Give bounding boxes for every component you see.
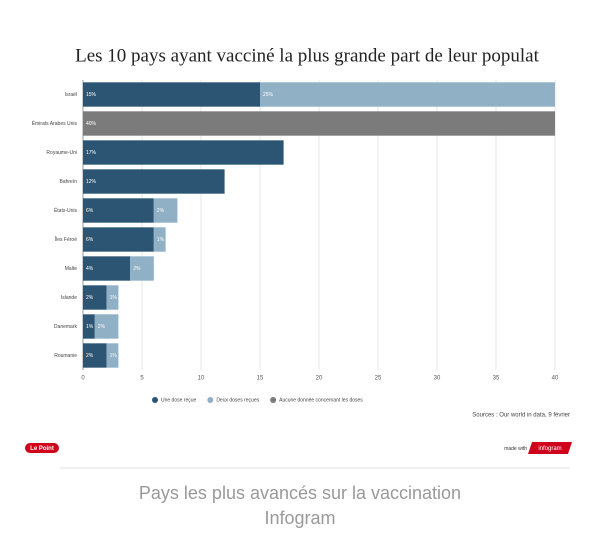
bar-segment	[83, 82, 260, 107]
value-label: 6%	[86, 208, 94, 214]
y-tick-label: Israël	[65, 92, 77, 98]
bar-segment	[83, 169, 225, 194]
x-tick-label: 20	[316, 376, 323, 382]
value-label: 12%	[86, 179, 97, 185]
bar-segment	[94, 314, 119, 339]
legend-marker	[207, 397, 214, 403]
y-tick-label: Bahreïn	[59, 179, 77, 185]
bar-segment	[83, 111, 555, 136]
value-label: 1%	[110, 353, 118, 359]
legend-label: Une dose reçue	[161, 397, 197, 403]
value-label: 25%	[263, 92, 274, 98]
bar-segment	[83, 140, 284, 165]
bar-segment	[106, 285, 119, 310]
value-label: 17%	[86, 150, 97, 156]
x-tick-label: 0	[81, 376, 85, 382]
value-label: 2%	[86, 353, 94, 359]
bar-segment	[153, 227, 166, 252]
bar-segment	[83, 198, 154, 223]
x-tick-label: 40	[552, 376, 559, 382]
x-tick-label: 25	[375, 376, 382, 382]
bar-segment	[83, 256, 131, 281]
value-label: 1%	[86, 324, 94, 330]
source: Sources : Our world in data, 9 février	[472, 413, 570, 419]
bar-segment	[83, 227, 154, 252]
value-label: 15%	[86, 92, 97, 98]
made-with: made with	[504, 446, 527, 452]
value-label: 1%	[157, 237, 165, 243]
value-label: 2%	[86, 295, 94, 301]
badge: Le Point	[30, 446, 54, 452]
y-tick-label: États-Unis	[54, 207, 78, 214]
x-tick-label: 5	[140, 376, 144, 382]
y-tick-label: Danemark	[54, 324, 78, 330]
bar-segment	[83, 314, 95, 339]
brand-bg	[528, 442, 572, 454]
value-label: 6%	[86, 237, 94, 243]
bar-segment	[83, 285, 107, 310]
y-tick-label: Îles Féroé	[54, 236, 77, 243]
legend-label: Aucune donnée concernant les doses	[279, 397, 363, 403]
x-tick-label: 10	[198, 376, 205, 382]
value-label: 4%	[86, 266, 94, 272]
x-tick-label: 30	[434, 376, 441, 382]
x-tick-label: 15	[257, 376, 264, 382]
x-tick-label: 35	[493, 376, 500, 382]
y-tick-label: Roumanie	[54, 353, 77, 359]
bar-segment	[106, 343, 119, 368]
legend-marker	[152, 397, 158, 403]
caption: Pays les plus avancés sur la vaccination	[139, 483, 461, 503]
y-tick-label: Émirats Arabes Unis	[32, 120, 78, 127]
bar-segment	[83, 343, 107, 368]
value-label: 1%	[110, 295, 118, 301]
bar-segment	[130, 256, 154, 281]
bar-segment	[153, 198, 178, 223]
value-label: 40%	[86, 121, 97, 127]
legend-marker	[270, 397, 277, 403]
value-label: 2%	[157, 208, 165, 214]
y-tick-label: Malte	[65, 266, 77, 272]
y-tick-label: Royaume-Uni	[46, 150, 77, 156]
chart-title: Les 10 pays ayant vacciné la plus grande…	[75, 45, 539, 66]
value-label: 2%	[133, 266, 141, 272]
value-label: 2%	[98, 324, 106, 330]
y-tick-label: Islande	[61, 295, 77, 301]
badge-bg	[25, 443, 59, 453]
legend-label: Deux doses reçues	[216, 397, 259, 403]
caption-sub: Infogram	[264, 508, 335, 528]
bar-segment	[260, 82, 555, 107]
brand: infogram	[538, 446, 561, 452]
